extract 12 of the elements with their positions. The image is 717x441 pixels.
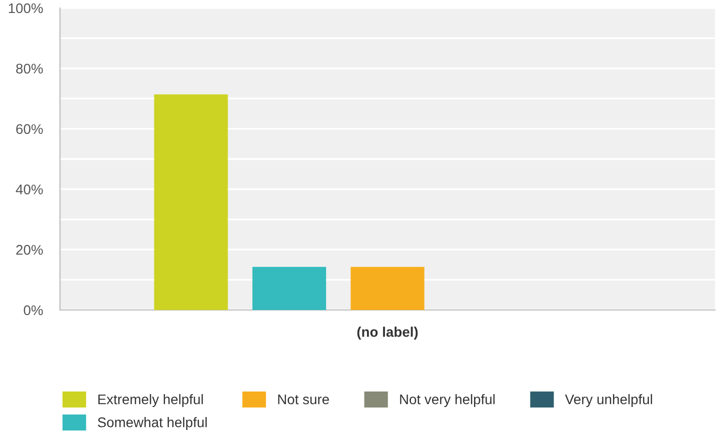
legend-label: Not very helpful [400, 394, 495, 408]
y-tick-label: 20% [16, 244, 43, 255]
y-tick-label: 60% [16, 124, 43, 134]
y-tick-label: 0% [24, 305, 43, 316]
legend-label: Not sure [278, 394, 329, 404]
y-tick-label: 40% [16, 184, 43, 194]
y-tick-label: 80% [16, 64, 43, 74]
legend-label: Extremely helpful [98, 394, 203, 408]
x-tick-label: (no label) [357, 326, 418, 340]
legend-label: Very unhelpful [564, 394, 652, 408]
legend-label: Somewhat helpful [98, 417, 207, 430]
y-tick-label: 100% [8, 3, 43, 14]
